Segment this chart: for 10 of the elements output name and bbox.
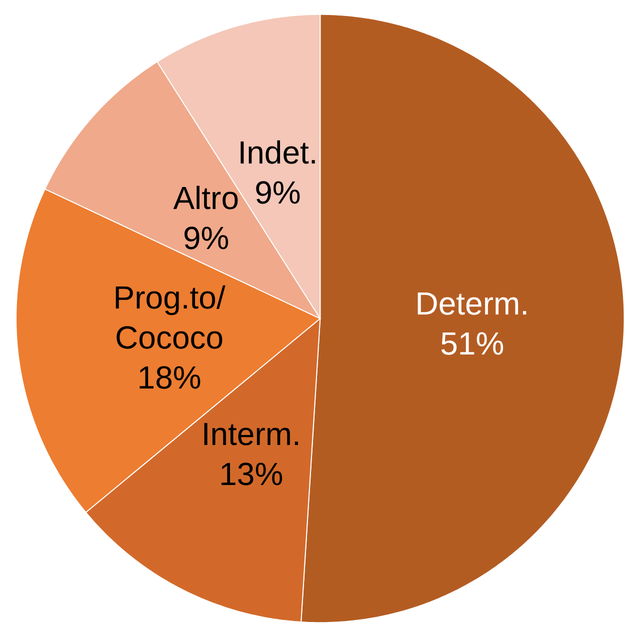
slice-label: Indet. bbox=[238, 134, 318, 171]
slice-label: Altro bbox=[173, 180, 240, 216]
slice-label: Interm. bbox=[201, 416, 301, 452]
data-label: 9% bbox=[254, 174, 301, 211]
data-label: 51% bbox=[440, 325, 504, 362]
slice-label: Determ. bbox=[415, 285, 530, 322]
data-label: 18% bbox=[137, 360, 202, 396]
data-label: 9% bbox=[182, 220, 230, 256]
data-label: 13% bbox=[219, 456, 284, 492]
slice-label: Prog.to/Cococo bbox=[113, 280, 226, 356]
